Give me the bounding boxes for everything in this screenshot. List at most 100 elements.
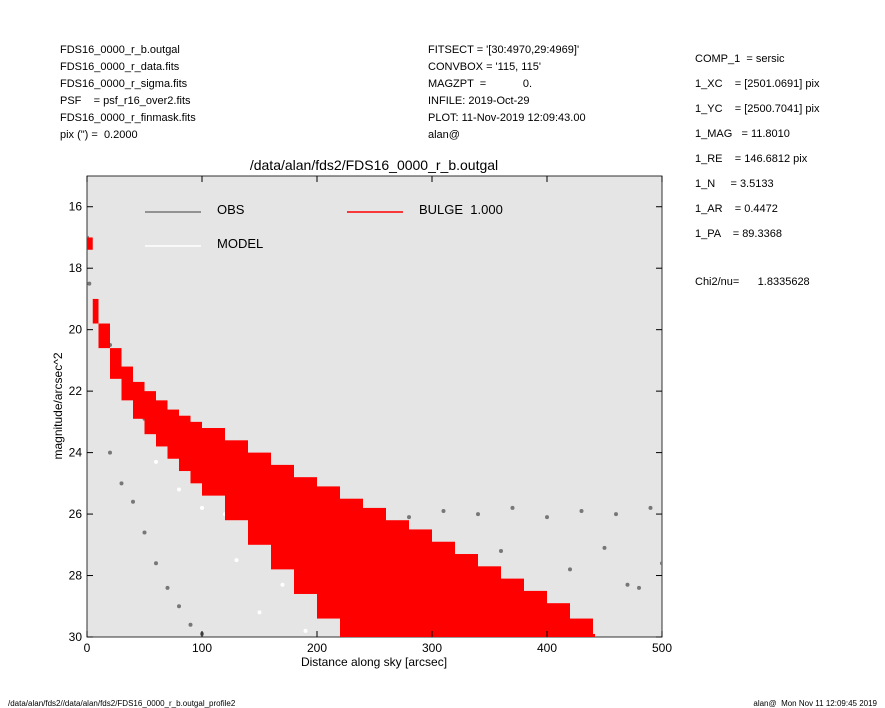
header-right-line: 1_MAG = 11.8010 [695, 128, 790, 140]
header-left-line: FDS16_0000_r_data.fits [60, 61, 180, 73]
legend-label: BULGE 1.000 [419, 202, 503, 217]
model-band [547, 603, 570, 637]
header-left-line: pix (") = 0.2000 [60, 129, 138, 141]
model-band [121, 366, 133, 401]
data-point [441, 508, 446, 513]
model-band [133, 381, 145, 419]
chart-title: /data/alan/fds2/FDS16_0000_r_b.outgal [250, 157, 498, 173]
x-tick-label: 0 [84, 641, 91, 655]
y-tick-label: 22 [69, 384, 83, 398]
data-point [154, 459, 158, 464]
x-tick-label: 400 [537, 641, 557, 655]
model-band [317, 486, 340, 619]
model-band [478, 566, 501, 637]
header-right-line: 1_XC = [2501.0691] pix [695, 78, 820, 90]
data-point [476, 512, 480, 517]
model-band [524, 590, 547, 637]
header-right-line: 1_PA = 89.3368 [695, 228, 782, 240]
data-point [87, 281, 92, 286]
legend-label: MODEL [217, 236, 263, 251]
data-point [119, 481, 124, 486]
header-right-line: 1_YC = [2500.7041] pix [695, 103, 820, 115]
header-right-line: 1_AR = 0.4472 [695, 203, 778, 215]
header-left-line: FDS16_0000_r_b.outgal [60, 44, 180, 56]
model-band [92, 298, 99, 324]
data-point [637, 585, 641, 590]
data-point [142, 530, 147, 535]
model-band [167, 409, 179, 459]
header-middle-line: INFILE: 2019-Oct-29 [428, 95, 530, 107]
data-point [154, 561, 158, 566]
model-band [179, 415, 191, 472]
model-band [190, 421, 202, 484]
x-tick-label: 300 [422, 641, 442, 655]
data-point [234, 558, 239, 563]
legend-label: OBS [217, 202, 245, 217]
header-right-line: Chi2/nu= 1.8335628 [695, 276, 810, 288]
model-band [156, 400, 168, 447]
data-point [510, 505, 515, 510]
model-band [501, 578, 524, 637]
header-right-line: COMP_1 = sersic [695, 53, 785, 65]
header-right-line: 1_N = 3.5133 [695, 178, 774, 190]
model-band [432, 541, 455, 637]
y-tick-label: 24 [69, 446, 83, 460]
data-point [257, 610, 262, 615]
model-band [340, 498, 363, 637]
data-point [177, 604, 181, 609]
data-point [280, 582, 285, 587]
plot-marks [87, 235, 662, 637]
header-middle-line: FITSECT = '[30:4970,29:4969]' [428, 44, 579, 56]
header-middle-line: CONVBOX = '115, 115' [428, 61, 541, 73]
y-tick-label: 16 [69, 200, 83, 214]
footer-right: alan@ Mon Nov 11 12:09:45 2019 [753, 699, 877, 708]
data-point [648, 505, 653, 510]
model-band [363, 507, 386, 637]
model-band [248, 452, 271, 545]
model-band [225, 440, 248, 521]
data-point [545, 515, 549, 520]
header-right-line: 1_RE = 146.6812 pix [695, 153, 808, 165]
model-band [271, 464, 294, 570]
data-point [579, 508, 584, 513]
data-point [108, 450, 112, 455]
header-middle-line: PLOT: 11-Nov-2019 12:09:43.00 [428, 112, 586, 124]
header-left-line: FDS16_0000_r_sigma.fits [60, 78, 188, 90]
data-point [614, 512, 618, 517]
model-band [570, 618, 593, 637]
y-tick-label: 26 [69, 507, 83, 521]
data-point [660, 561, 662, 566]
data-point [177, 487, 181, 492]
data-point [200, 505, 204, 510]
model-band [455, 554, 478, 637]
model-band [110, 348, 122, 379]
data-point [625, 582, 630, 587]
data-point [188, 622, 193, 627]
x-tick-label: 200 [307, 641, 327, 655]
x-axis-label: Distance along sky [arcsec] [301, 655, 447, 669]
model-band [294, 477, 317, 594]
header-middle-line: MAGZPT = 0. [428, 78, 532, 90]
data-point [131, 499, 135, 504]
model-band [87, 237, 93, 250]
model-band [202, 428, 225, 496]
data-point [303, 628, 308, 633]
model-band [98, 323, 110, 349]
data-point [165, 585, 170, 590]
y-tick-label: 28 [69, 569, 83, 583]
model-band [386, 520, 409, 637]
model-band [144, 391, 156, 435]
y-tick-label: 18 [69, 261, 83, 275]
data-point [499, 548, 503, 553]
y-tick-label: 30 [69, 630, 83, 644]
header-middle-line: alan@ [428, 129, 460, 141]
header-left-line: FDS16_0000_r_finmask.fits [60, 112, 196, 124]
y-axis-label: magnitude/arcsec^2 [51, 352, 65, 459]
data-point [602, 545, 607, 550]
x-tick-label: 100 [192, 641, 212, 655]
model-band [593, 633, 595, 637]
model-band [409, 529, 432, 637]
data-point [407, 515, 411, 520]
footer-left: /data/alan/fds2//data/alan/fds2/FDS16_00… [8, 699, 236, 708]
